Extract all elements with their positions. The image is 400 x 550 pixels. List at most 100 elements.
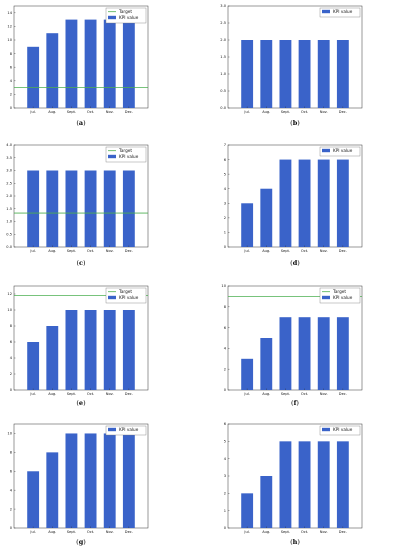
caption-close-paren: ): [297, 119, 300, 127]
y-tick-label: 8: [10, 324, 13, 328]
y-tick-label: 4: [224, 457, 227, 461]
y-tick-label: 2: [10, 93, 12, 97]
x-tick-label: Dec.: [339, 392, 347, 396]
legend-box: [319, 146, 361, 157]
bar: [46, 170, 59, 247]
bar: [103, 433, 116, 528]
x-tick-label: Jul.: [29, 249, 35, 253]
bar: [298, 441, 311, 528]
chart-panel-h: 0 1 2 3 4 5 6 Jul. Aug. Sept. Oct. Nov. Dec. KPI valu…: [224, 422, 363, 546]
y-tick-label: 1.5: [220, 55, 226, 59]
caption-close-paren: ): [83, 119, 86, 127]
bar: [260, 40, 273, 108]
x-tick-label: Aug.: [48, 392, 56, 396]
y-tick-label: 7: [224, 143, 226, 147]
x-tick-label: Aug.: [262, 110, 270, 114]
bar: [84, 310, 97, 390]
y-tick-label: 6: [10, 340, 13, 344]
x-tick-label: Sept.: [281, 530, 290, 534]
x-tick-label: Oct.: [301, 110, 308, 114]
x-tick-label: Oct.: [87, 249, 94, 253]
panel-caption: (a): [76, 119, 86, 127]
bar: [317, 40, 330, 108]
plot-frame: [227, 285, 363, 391]
y-tick-label: 2.0: [220, 38, 226, 42]
panel-caption: (g): [76, 538, 86, 546]
legend-kpi-label: KPI value: [333, 148, 353, 153]
bar: [65, 19, 78, 109]
legend-box: [319, 425, 361, 436]
y-tick-label: 0.0: [6, 245, 12, 249]
bar: [260, 188, 273, 247]
legend-kpi-swatch: [322, 148, 330, 153]
legend-kpi-label: KPI value: [333, 295, 353, 300]
x-tick-label: Sept.: [67, 392, 76, 396]
legend-target-label: Target: [118, 9, 132, 14]
x-tick-label: Nov.: [320, 249, 328, 253]
y-tick-label: 2: [10, 372, 12, 376]
x-tick-label: Nov.: [106, 530, 114, 534]
caption-close-paren: ): [297, 259, 300, 267]
y-tick-label: 2.5: [6, 181, 12, 185]
bar: [317, 159, 330, 247]
legend-target-label: Target: [118, 289, 132, 294]
bar: [241, 203, 254, 247]
caption-open-paren: (: [291, 399, 294, 407]
y-tick-label: 2.5: [220, 21, 226, 25]
x-tick-label: Nov.: [320, 530, 328, 534]
y-tick-label: 3.5: [6, 156, 12, 160]
plot-frame: [13, 285, 149, 391]
bar: [46, 452, 59, 528]
legend-target-label: Target: [118, 148, 132, 153]
panel-caption: (h): [290, 538, 300, 546]
x-tick-label: Oct.: [87, 530, 94, 534]
y-tick-label: 4: [10, 356, 13, 360]
x-tick-label: Jul.: [243, 392, 249, 396]
x-tick-label: Jul.: [243, 249, 249, 253]
plot-frame: [13, 5, 149, 109]
x-tick-label: Aug.: [262, 392, 270, 396]
plot-frame: [13, 423, 149, 529]
x-tick-label: Nov.: [106, 110, 114, 114]
bar: [279, 159, 292, 247]
y-tick-label: 2: [224, 216, 226, 220]
bar: [103, 310, 116, 390]
x-tick-label: Sept.: [281, 392, 290, 396]
bar: [103, 170, 116, 247]
y-tick-label: 4: [10, 79, 13, 83]
legend-kpi-swatch: [322, 295, 330, 300]
bar: [298, 317, 311, 390]
y-tick-label: 1: [224, 231, 226, 235]
bar: [298, 40, 311, 108]
y-tick-label: 4: [224, 347, 227, 351]
bar: [84, 19, 97, 109]
panel-caption: (f): [291, 399, 299, 407]
x-tick-label: Oct.: [301, 249, 308, 253]
bar: [336, 317, 349, 390]
y-tick-label: 6: [224, 158, 227, 162]
caption-letter: h: [293, 538, 298, 546]
caption-letter: a: [79, 119, 84, 127]
y-tick-label: 4.0: [6, 143, 12, 147]
caption-letter: e: [79, 399, 83, 407]
x-tick-label: Jul.: [29, 392, 35, 396]
caption-open-paren: (: [76, 538, 79, 546]
bar: [122, 310, 135, 390]
legend-kpi-label: KPI value: [333, 427, 353, 432]
y-tick-label: 2: [10, 507, 12, 511]
caption-open-paren: (: [76, 119, 79, 127]
bar: [65, 433, 78, 528]
bar: [103, 19, 116, 109]
y-tick-label: 3.0: [220, 4, 226, 8]
bar: [65, 170, 78, 247]
caption-close-paren: ): [297, 538, 300, 546]
x-tick-label: Sept.: [281, 249, 290, 253]
y-tick-label: 10: [7, 38, 12, 42]
bar: [279, 441, 292, 528]
legend-box: [319, 7, 361, 18]
x-tick-label: Nov.: [320, 110, 328, 114]
y-tick-label: 0.5: [6, 232, 12, 236]
legend-kpi-swatch: [108, 427, 116, 432]
caption-letter: g: [79, 538, 84, 546]
bar: [27, 46, 40, 108]
